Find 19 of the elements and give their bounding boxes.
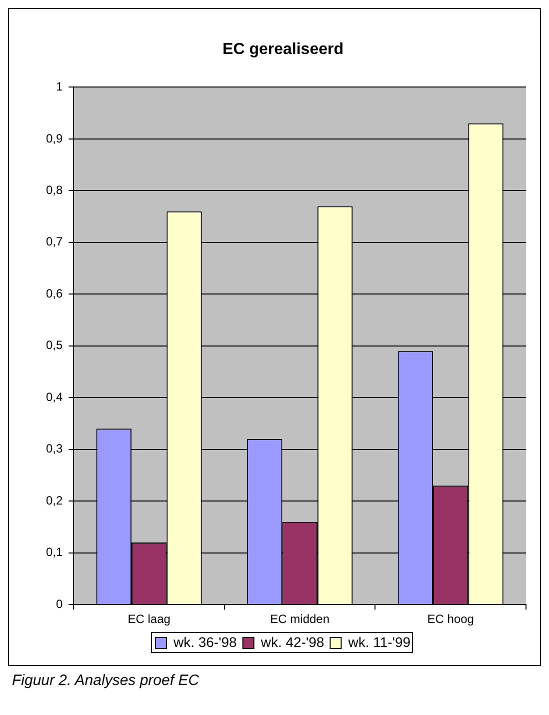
y-tick-label: 0,3 [46,442,63,456]
y-tick-label: 0,5 [46,338,63,352]
legend-label: wk. 36-'98 [172,634,238,650]
y-tick-label: 0,8 [46,182,63,197]
legend-label: wk. 11-'99 [347,634,411,650]
y-tick-label: 0,9 [46,131,63,146]
y-tick-label: 1 [56,80,63,94]
x-tick-label: EC midden [270,612,330,626]
x-tick-label: EC hoog [427,612,474,626]
y-tick-label: 0,6 [46,286,63,300]
y-tick-label: 0,4 [46,390,63,404]
y-tick-label: 0,2 [46,493,63,508]
chart-title: EC gerealiseerd [222,41,344,58]
x-tick-label: EC laag [128,612,170,626]
text: Figuur 2. Analyses proef EC [12,672,200,689]
y-tick-label: 0 [56,596,63,611]
legend-label: wk. 42-'98 [260,634,324,650]
y-tick-label: 0,1 [46,545,63,560]
y-tick-label: 0,7 [46,234,63,249]
